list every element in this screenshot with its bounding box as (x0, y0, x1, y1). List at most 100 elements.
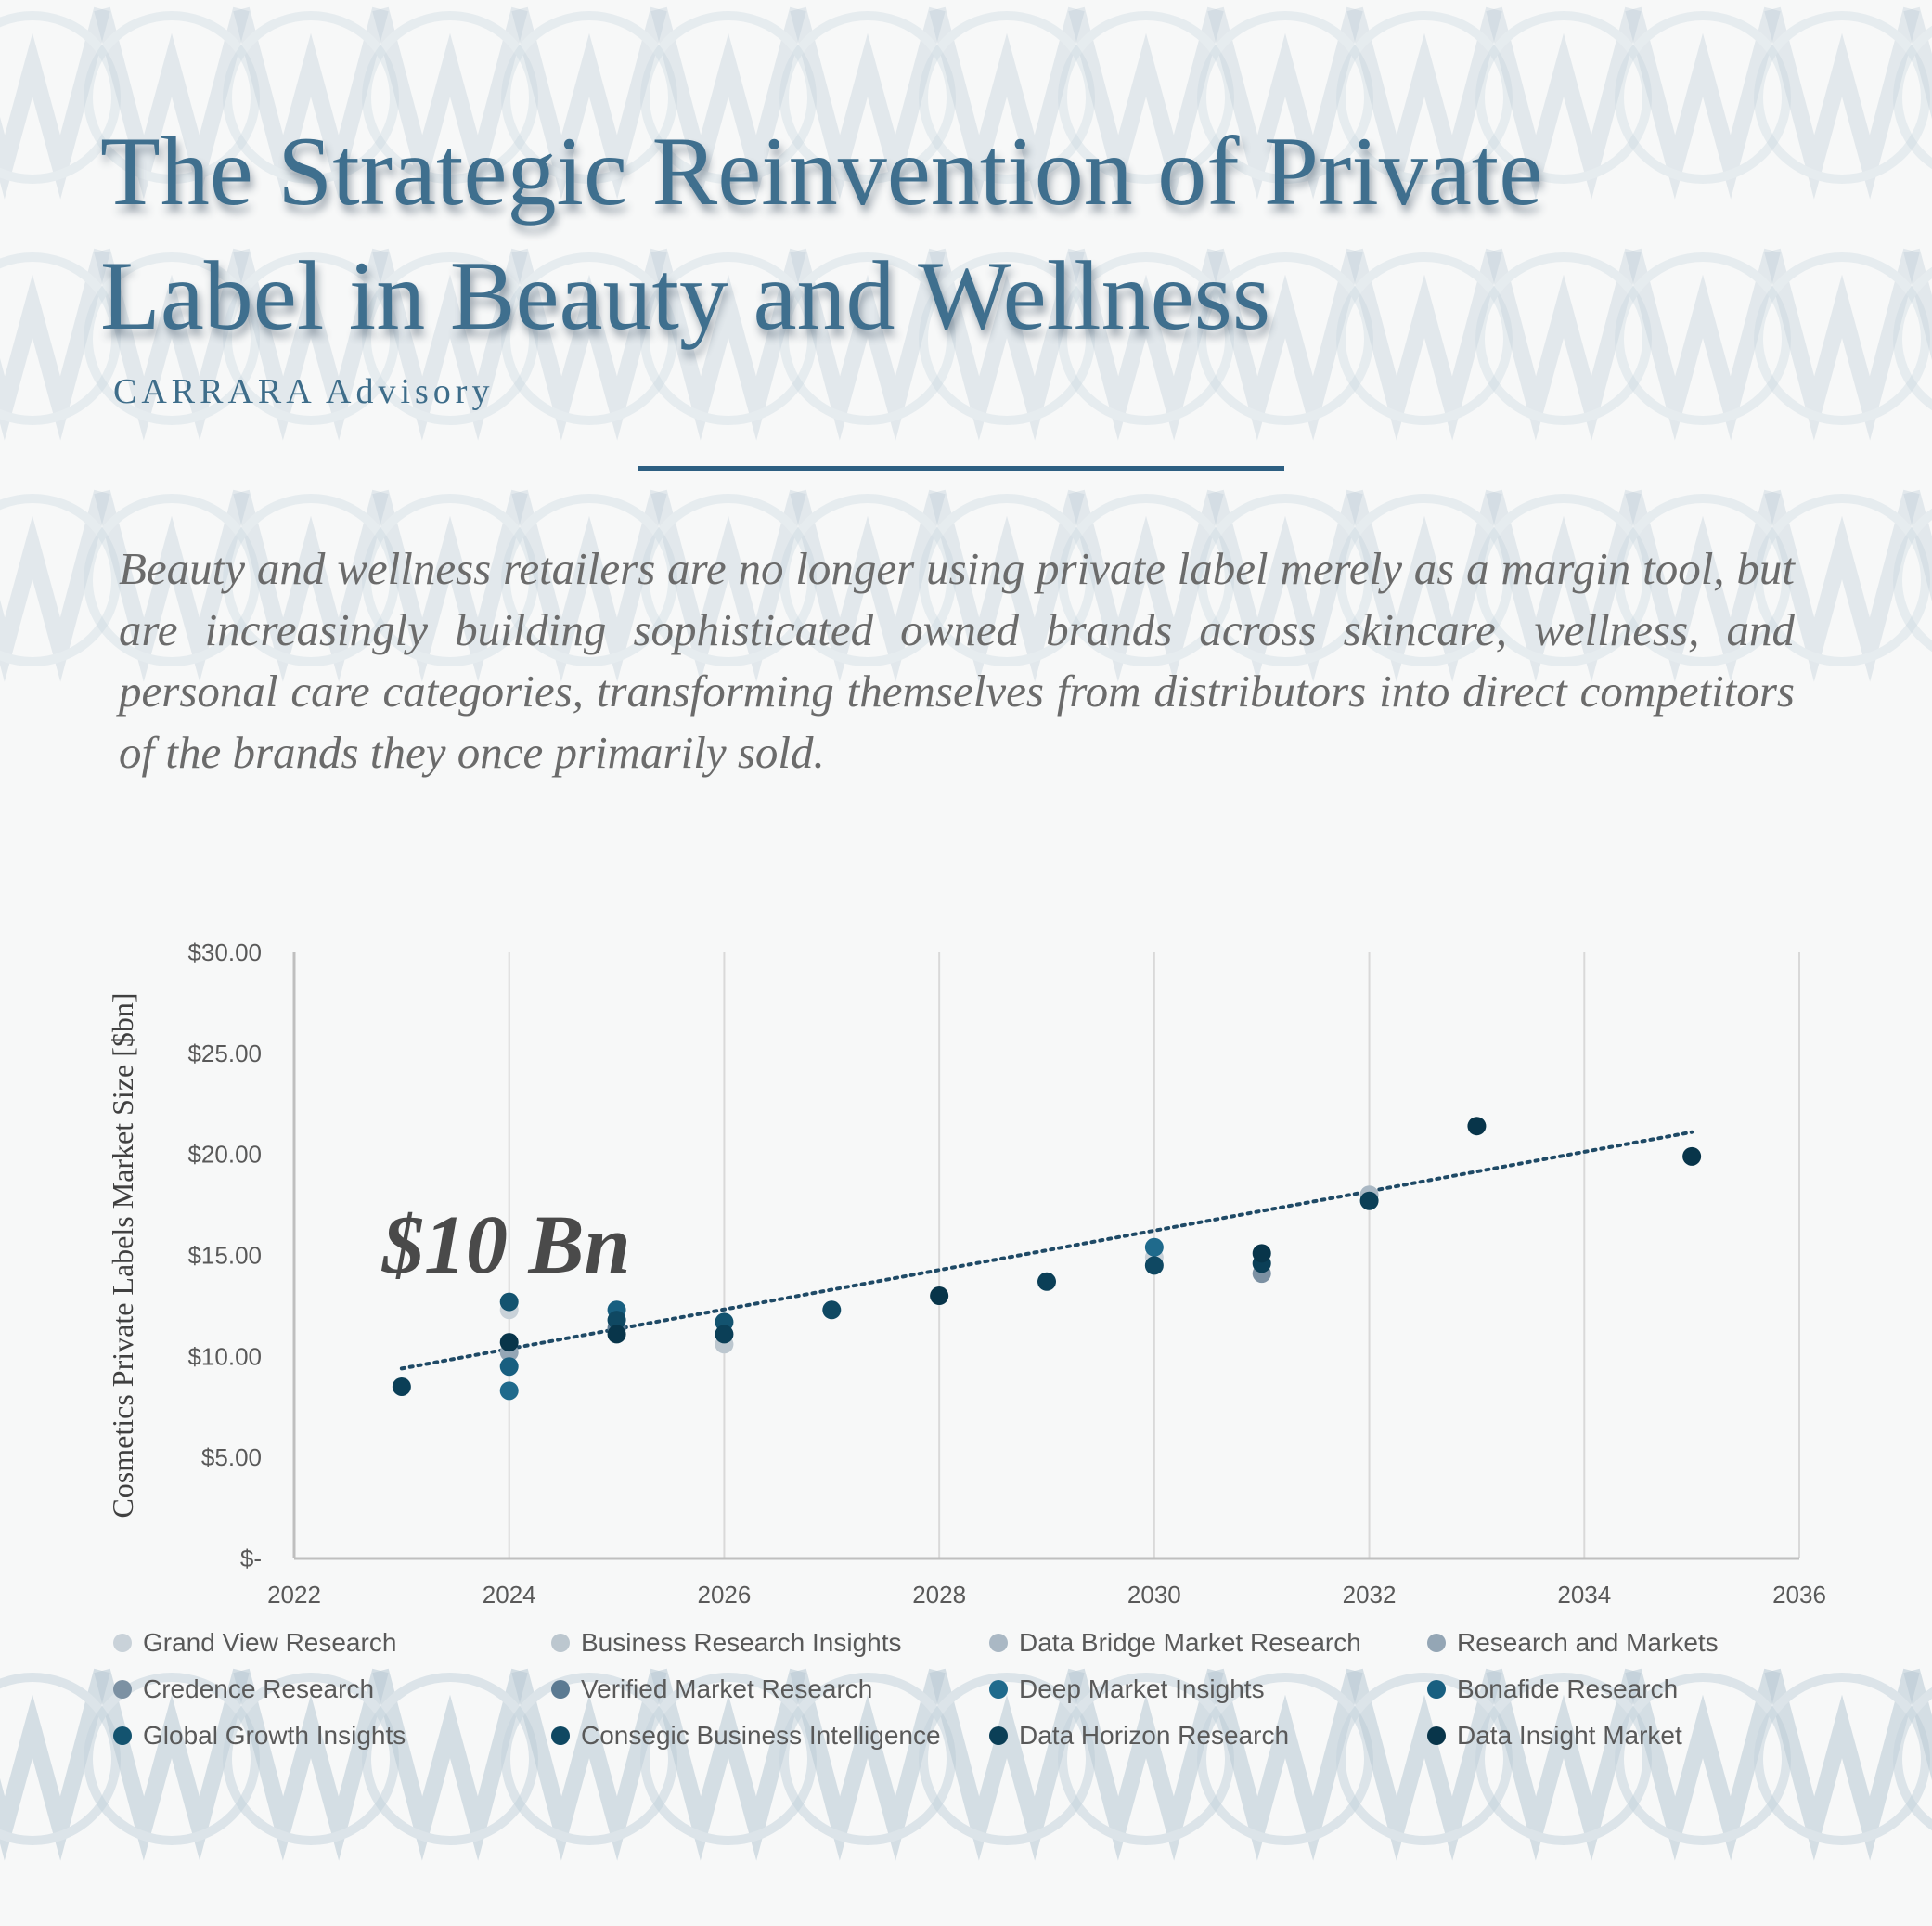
legend-marker (551, 1726, 570, 1745)
data-point (607, 1325, 626, 1344)
y-tick-label: $15.00 (187, 1242, 262, 1270)
y-tick-label: $10.00 (187, 1342, 262, 1370)
chart-legend: Grand View Research Business Research Ins… (113, 1622, 1876, 1756)
y-tick-label: $- (240, 1545, 262, 1572)
data-point (1359, 1191, 1379, 1210)
background-monogram (1754, 248, 1930, 441)
background-monogram (1615, 6, 1791, 200)
background-monogram (919, 248, 1095, 441)
background-monogram (1615, 1668, 1791, 1861)
legend-item: Consegic Business Intelligence (551, 1715, 989, 1756)
background-monogram (779, 248, 956, 441)
background-monogram (501, 6, 677, 200)
background-monogram (779, 489, 956, 682)
background-monogram (223, 489, 399, 682)
legend-item: Deep Market Insights (989, 1669, 1427, 1710)
background-monogram (1336, 6, 1513, 200)
background-monogram (1197, 248, 1373, 441)
legend-item: Research and Markets (1427, 1622, 1865, 1663)
background-monogram (640, 489, 817, 682)
legend-label: Consegic Business Intelligence (581, 1721, 941, 1750)
background-monogram (0, 489, 121, 682)
legend-marker (551, 1680, 570, 1699)
x-tick-label: 2036 (1772, 1581, 1826, 1609)
data-point (930, 1286, 949, 1306)
background-monogram (1475, 6, 1652, 200)
x-tick-label: 2024 (483, 1581, 536, 1609)
divider (638, 466, 1284, 471)
x-tick-label: 2022 (267, 1581, 321, 1609)
background-monogram (362, 6, 538, 200)
data-point (499, 1292, 519, 1312)
background-monogram (640, 6, 817, 200)
y-tick-label: $25.00 (187, 1040, 262, 1067)
legend-item: Verified Market Research (551, 1669, 989, 1710)
y-axis-title: Cosmetics Private Labels Market Size [$b… (106, 992, 139, 1518)
y-tick-label: $30.00 (187, 938, 262, 966)
background-monogram (779, 1668, 956, 1861)
background-monogram (84, 248, 260, 441)
background-monogram (1475, 248, 1652, 441)
background-monogram (501, 1668, 677, 1861)
legend-label: Business Research Insights (581, 1628, 902, 1657)
data-point (1682, 1146, 1702, 1166)
background-monogram (362, 248, 538, 441)
background-monogram (0, 1668, 121, 1861)
background-monogram (84, 489, 260, 682)
background-monogram (1893, 6, 1932, 170)
legend-label: Bonafide Research (1457, 1674, 1679, 1703)
background-monogram (919, 6, 1095, 200)
legend-item: Bonafide Research (1427, 1669, 1865, 1710)
background-monogram (1893, 489, 1932, 653)
background-monogram (1058, 6, 1234, 200)
background-monogram (779, 6, 956, 200)
data-point (1144, 1256, 1164, 1275)
background-monogram (223, 6, 399, 200)
background-monogram (1197, 1668, 1373, 1861)
intro-paragraph: Beauty and wellness retailers are no lon… (119, 543, 1795, 778)
data-point (607, 1311, 626, 1330)
data-point (1037, 1272, 1056, 1291)
background-monogram (1336, 248, 1513, 441)
legend-marker (1427, 1634, 1446, 1652)
background-monogram (1754, 6, 1930, 200)
legend-item: Grand View Research (113, 1622, 551, 1663)
legend-item: Business Research Insights (551, 1622, 989, 1663)
brand-name: CARRARA Advisory (113, 372, 495, 411)
data-point (822, 1300, 842, 1320)
legend-label: Verified Market Research (581, 1674, 873, 1703)
y-tick-label: $20.00 (187, 1141, 262, 1169)
legend-label: Research and Markets (1457, 1628, 1719, 1657)
data-point (499, 1333, 519, 1352)
x-tick-label: 2026 (698, 1581, 752, 1609)
legend-item: Data Insight Market (1427, 1715, 1865, 1756)
legend-label: Data Bridge Market Research (1019, 1628, 1361, 1657)
legend-marker (113, 1680, 132, 1699)
background-monogram (1754, 1668, 1930, 1861)
background-monogram (1058, 489, 1234, 682)
legend-marker (989, 1680, 1008, 1699)
background-monogram (0, 248, 121, 441)
background-monogram (1893, 248, 1932, 411)
background-monogram (223, 248, 399, 441)
background-monogram (1615, 248, 1791, 441)
legend-marker (113, 1726, 132, 1745)
chart-annotation: $10 Bn (382, 1199, 631, 1291)
background-monogram (223, 1668, 399, 1861)
legend-marker (989, 1634, 1008, 1652)
legend-label: Data Insight Market (1457, 1721, 1682, 1750)
background-monogram (84, 6, 260, 200)
x-tick-label: 2032 (1343, 1581, 1397, 1609)
data-point (392, 1377, 411, 1396)
background-monogram (919, 489, 1095, 682)
background-monogram (1197, 489, 1373, 682)
legend-marker (551, 1634, 570, 1652)
data-point (499, 1381, 519, 1401)
legend-label: Credence Research (143, 1674, 375, 1703)
legend-label: Data Horizon Research (1019, 1721, 1290, 1750)
background-monogram (501, 248, 677, 441)
x-tick-label: 2034 (1557, 1581, 1611, 1609)
scatter-chart: 2022 2024 2026 2028 2030 2032 2034 2036 $- $5.00 $… (106, 938, 1826, 1609)
background-monogram (1197, 6, 1373, 200)
